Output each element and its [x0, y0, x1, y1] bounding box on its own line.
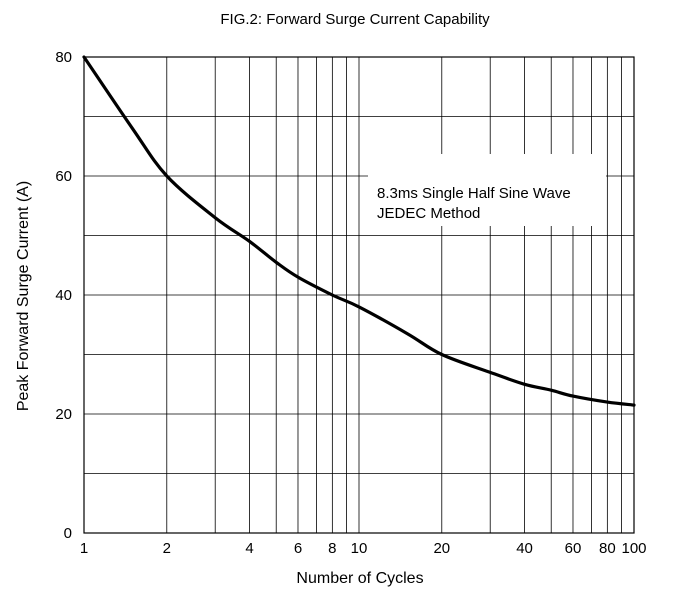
x-tick-label: 4 — [245, 540, 253, 557]
x-tick-label: 20 — [433, 540, 450, 557]
y-tick-label: 40 — [55, 287, 72, 304]
annotation-line: JEDEC Method — [377, 205, 480, 222]
x-tick-label: 40 — [516, 540, 533, 557]
y-axis-label: Peak Forward Surge Current (A) — [15, 181, 32, 411]
x-axis-label: Number of Cycles — [296, 570, 423, 587]
x-tick-label: 60 — [565, 540, 582, 557]
x-tick-label: 80 — [599, 540, 616, 557]
x-tick-label: 8 — [328, 540, 336, 557]
y-tick-label: 60 — [55, 168, 72, 185]
x-tick-label: 100 — [621, 540, 646, 557]
y-tick-label: 0 — [64, 525, 72, 542]
chart-title: FIG.2: Forward Surge Current Capability — [220, 11, 490, 28]
plot-frame — [83, 56, 635, 534]
series — [82, 55, 636, 407]
annotation-line: 8.3ms Single Half Sine Wave — [377, 185, 571, 202]
surge-current-curve — [82, 55, 636, 407]
annotation-background — [368, 154, 606, 226]
y-tick-label: 20 — [55, 406, 72, 423]
x-tick-label: 6 — [294, 540, 302, 557]
x-tick-labels: 1 2 4 6 8 10 20 40 60 80 100 — [80, 540, 647, 557]
x-tick-label: 2 — [163, 540, 171, 557]
grid — [83, 56, 635, 534]
x-tick-label: 10 — [351, 540, 368, 557]
y-tick-label: 80 — [55, 49, 72, 66]
y-tick-labels: 0 20 40 60 80 — [55, 49, 72, 542]
annotation: 8.3ms Single Half Sine Wave JEDEC Method — [377, 185, 571, 222]
x-tick-label: 1 — [80, 540, 88, 557]
